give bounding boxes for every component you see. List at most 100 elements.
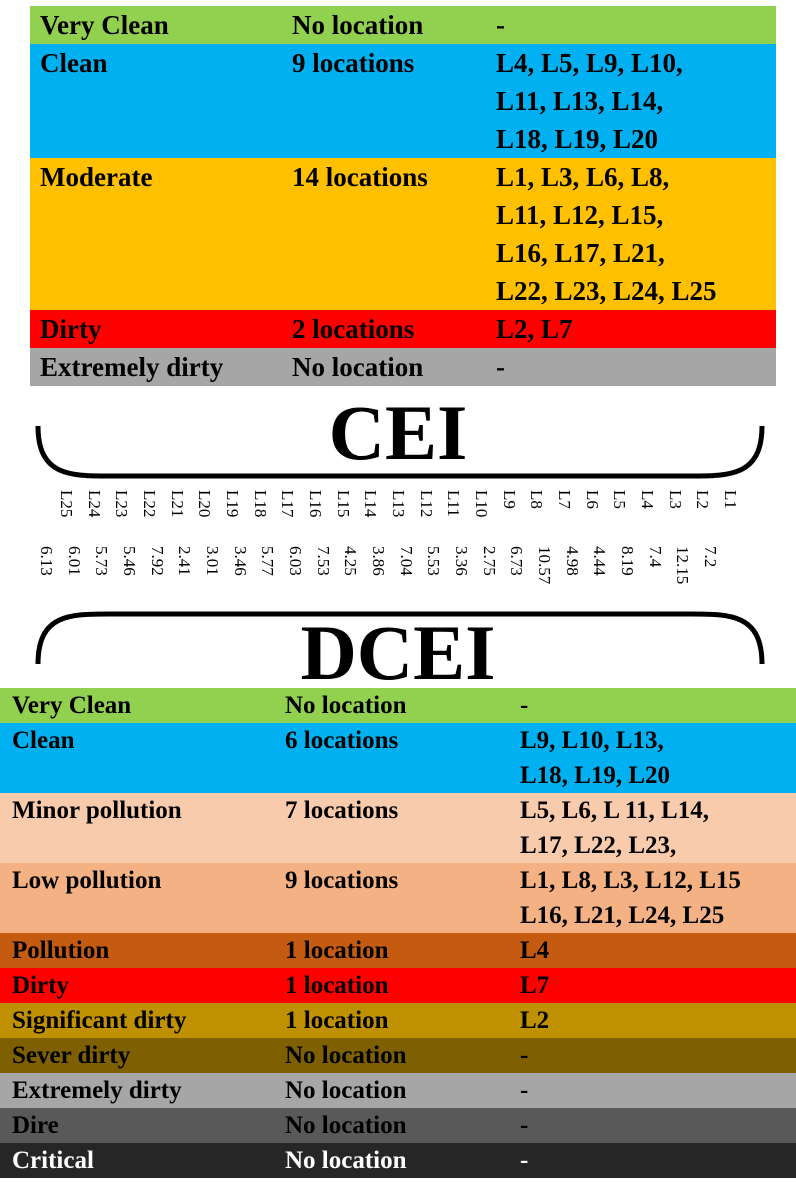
location-label: L24 <box>84 490 104 518</box>
location-count: No location <box>285 1112 407 1139</box>
cei-value: 6.13 <box>37 546 56 576</box>
location-list-line: L1, L3, L6, L8, <box>496 162 670 192</box>
dcei-row: Clean 6 locations L9, L10, L13, L18, L19, L… <box>0 723 796 793</box>
location-list-line: - <box>496 10 505 40</box>
location-count: No location <box>292 10 424 40</box>
location-label: L23 <box>112 490 132 518</box>
location-label: L15 <box>333 490 353 518</box>
cei-row: Extremely dirty No location - <box>30 348 776 386</box>
location-label: L8 <box>527 490 547 509</box>
dcei-row: Dire No location - <box>0 1108 796 1143</box>
location-count: 1 location <box>285 937 389 964</box>
location-label: L13 <box>389 490 408 518</box>
location-index-values: L1 7.2 L2 12.15 L3 7.4 L4 8.19 L5 4.44 L6 4.98 L7 10.… <box>0 490 796 600</box>
dcei-row: Minor pollution 7 locations L5, L6, L 11, … <box>0 793 796 863</box>
location-count: No location <box>292 352 424 382</box>
location-list-line: - <box>520 1147 529 1174</box>
location-index-column: L12 7.04 <box>397 490 442 600</box>
class-name: Extremely dirty <box>40 352 224 382</box>
location-label: L18 <box>250 490 270 518</box>
location-list-line: - <box>520 1112 529 1139</box>
location-label: L9 <box>499 490 519 509</box>
location-index-column: L23 5.73 <box>92 490 137 600</box>
location-list-line: - <box>520 1042 529 1069</box>
location-list-line: - <box>496 352 505 382</box>
class-name: Dirty <box>40 314 102 344</box>
location-list-line: L9, L10, L13, <box>520 727 664 754</box>
location-count: 9 locations <box>285 867 399 894</box>
location-list-line: L4 <box>520 937 550 964</box>
cei-row: Clean 9 locations L4, L5, L9, L10, L11, L13… <box>30 44 776 158</box>
class-name: Minor pollution <box>12 797 182 824</box>
location-index-column: L25 6.13 <box>37 490 82 600</box>
location-index-column: L11 5.53 <box>424 490 469 600</box>
class-name: Low pollution <box>12 867 162 894</box>
location-index-column: L13 3.86 <box>369 490 414 600</box>
location-list-line: L1, L8, L3, L12, L15 <box>520 867 741 894</box>
location-label: L2 <box>693 490 713 509</box>
location-label: L7 <box>555 490 574 509</box>
dcei-row: Very Clean No location - <box>0 688 796 723</box>
location-count: 6 locations <box>285 727 399 754</box>
location-index-column: L14 4.25 <box>341 490 386 600</box>
location-count: 1 location <box>285 972 389 999</box>
class-name: Dire <box>12 1112 59 1139</box>
class-name: Dirty <box>12 972 69 999</box>
class-name: Very Clean <box>12 692 132 719</box>
location-list-line: L4, L5, L9, L10, <box>496 48 683 78</box>
dcei-row: Critical No location - <box>0 1143 796 1178</box>
location-count: No location <box>285 692 407 719</box>
location-list-line: L11, L12, L15, <box>496 200 664 230</box>
location-count: 9 locations <box>292 48 415 78</box>
location-index-column: L18 3.46 <box>231 490 276 600</box>
location-label: L19 <box>223 490 242 518</box>
cei-brace <box>35 425 765 479</box>
location-index-column: L9 2.75 <box>480 490 525 600</box>
dcei-row: Pollution 1 location L4 <box>0 933 796 968</box>
location-count: No location <box>285 1147 407 1174</box>
dcei-row: Sever dirty No location - <box>0 1038 796 1073</box>
location-count: 2 locations <box>292 314 415 344</box>
location-list-line: L2 <box>520 1007 550 1034</box>
location-label: L22 <box>140 490 159 518</box>
location-list-line: L5, L6, L 11, L14, <box>520 797 709 824</box>
location-index-column: L24 6.01 <box>65 490 110 600</box>
cei-classification-table: Very Clean No location - Clean 9 locations L4… <box>30 6 776 390</box>
location-index-column: L17 5.77 <box>258 490 303 600</box>
location-list-line: L16, L21, L24, L25 <box>520 902 725 929</box>
location-index-column: L8 6.73 <box>507 490 552 600</box>
location-list-line: L18, L19, L20 <box>496 124 659 154</box>
location-index-column: L5 4.44 <box>590 490 635 600</box>
location-index-column: L16 6.03 <box>286 490 331 600</box>
location-count: No location <box>285 1042 407 1069</box>
location-label: L20 <box>195 490 215 518</box>
cei-title: CEI <box>328 389 468 476</box>
location-list-line: L18, L19, L20 <box>520 762 671 789</box>
class-name: Extremely dirty <box>12 1077 182 1104</box>
dcei-row: Dirty 1 location L7 <box>0 968 796 1003</box>
location-label: L21 <box>167 490 187 518</box>
location-label: L14 <box>361 490 381 518</box>
location-label: L5 <box>610 490 630 509</box>
location-index-column: L1 7.2 <box>701 490 746 600</box>
location-label: L12 <box>416 490 436 518</box>
dcei-row: Low pollution 9 locations L1, L8, L3, L12,… <box>0 863 796 933</box>
location-list-line: L7 <box>520 972 550 999</box>
location-list-line: L17, L22, L23, <box>520 832 677 859</box>
location-label: L4 <box>638 490 657 509</box>
class-name: Clean <box>40 48 108 78</box>
dcei-row: Significant dirty 1 location L2 <box>0 1003 796 1038</box>
location-index-column: L21 7.92 <box>148 490 193 600</box>
location-list-line: L2, L7 <box>496 314 573 344</box>
location-index-column: L19 3.01 <box>203 490 248 600</box>
class-name: Moderate <box>40 162 153 192</box>
dcei-title: DCEI <box>300 609 496 696</box>
location-index-column: L22 5.46 <box>120 490 165 600</box>
class-name: Sever dirty <box>12 1042 131 1069</box>
location-label: L3 <box>665 490 685 509</box>
cei-row: Very Clean No location - <box>30 6 776 44</box>
location-index-column: L3 7.4 <box>646 490 691 600</box>
location-list-line: - <box>520 692 529 719</box>
location-count: 7 locations <box>285 797 399 824</box>
class-name: Very Clean <box>40 10 169 40</box>
